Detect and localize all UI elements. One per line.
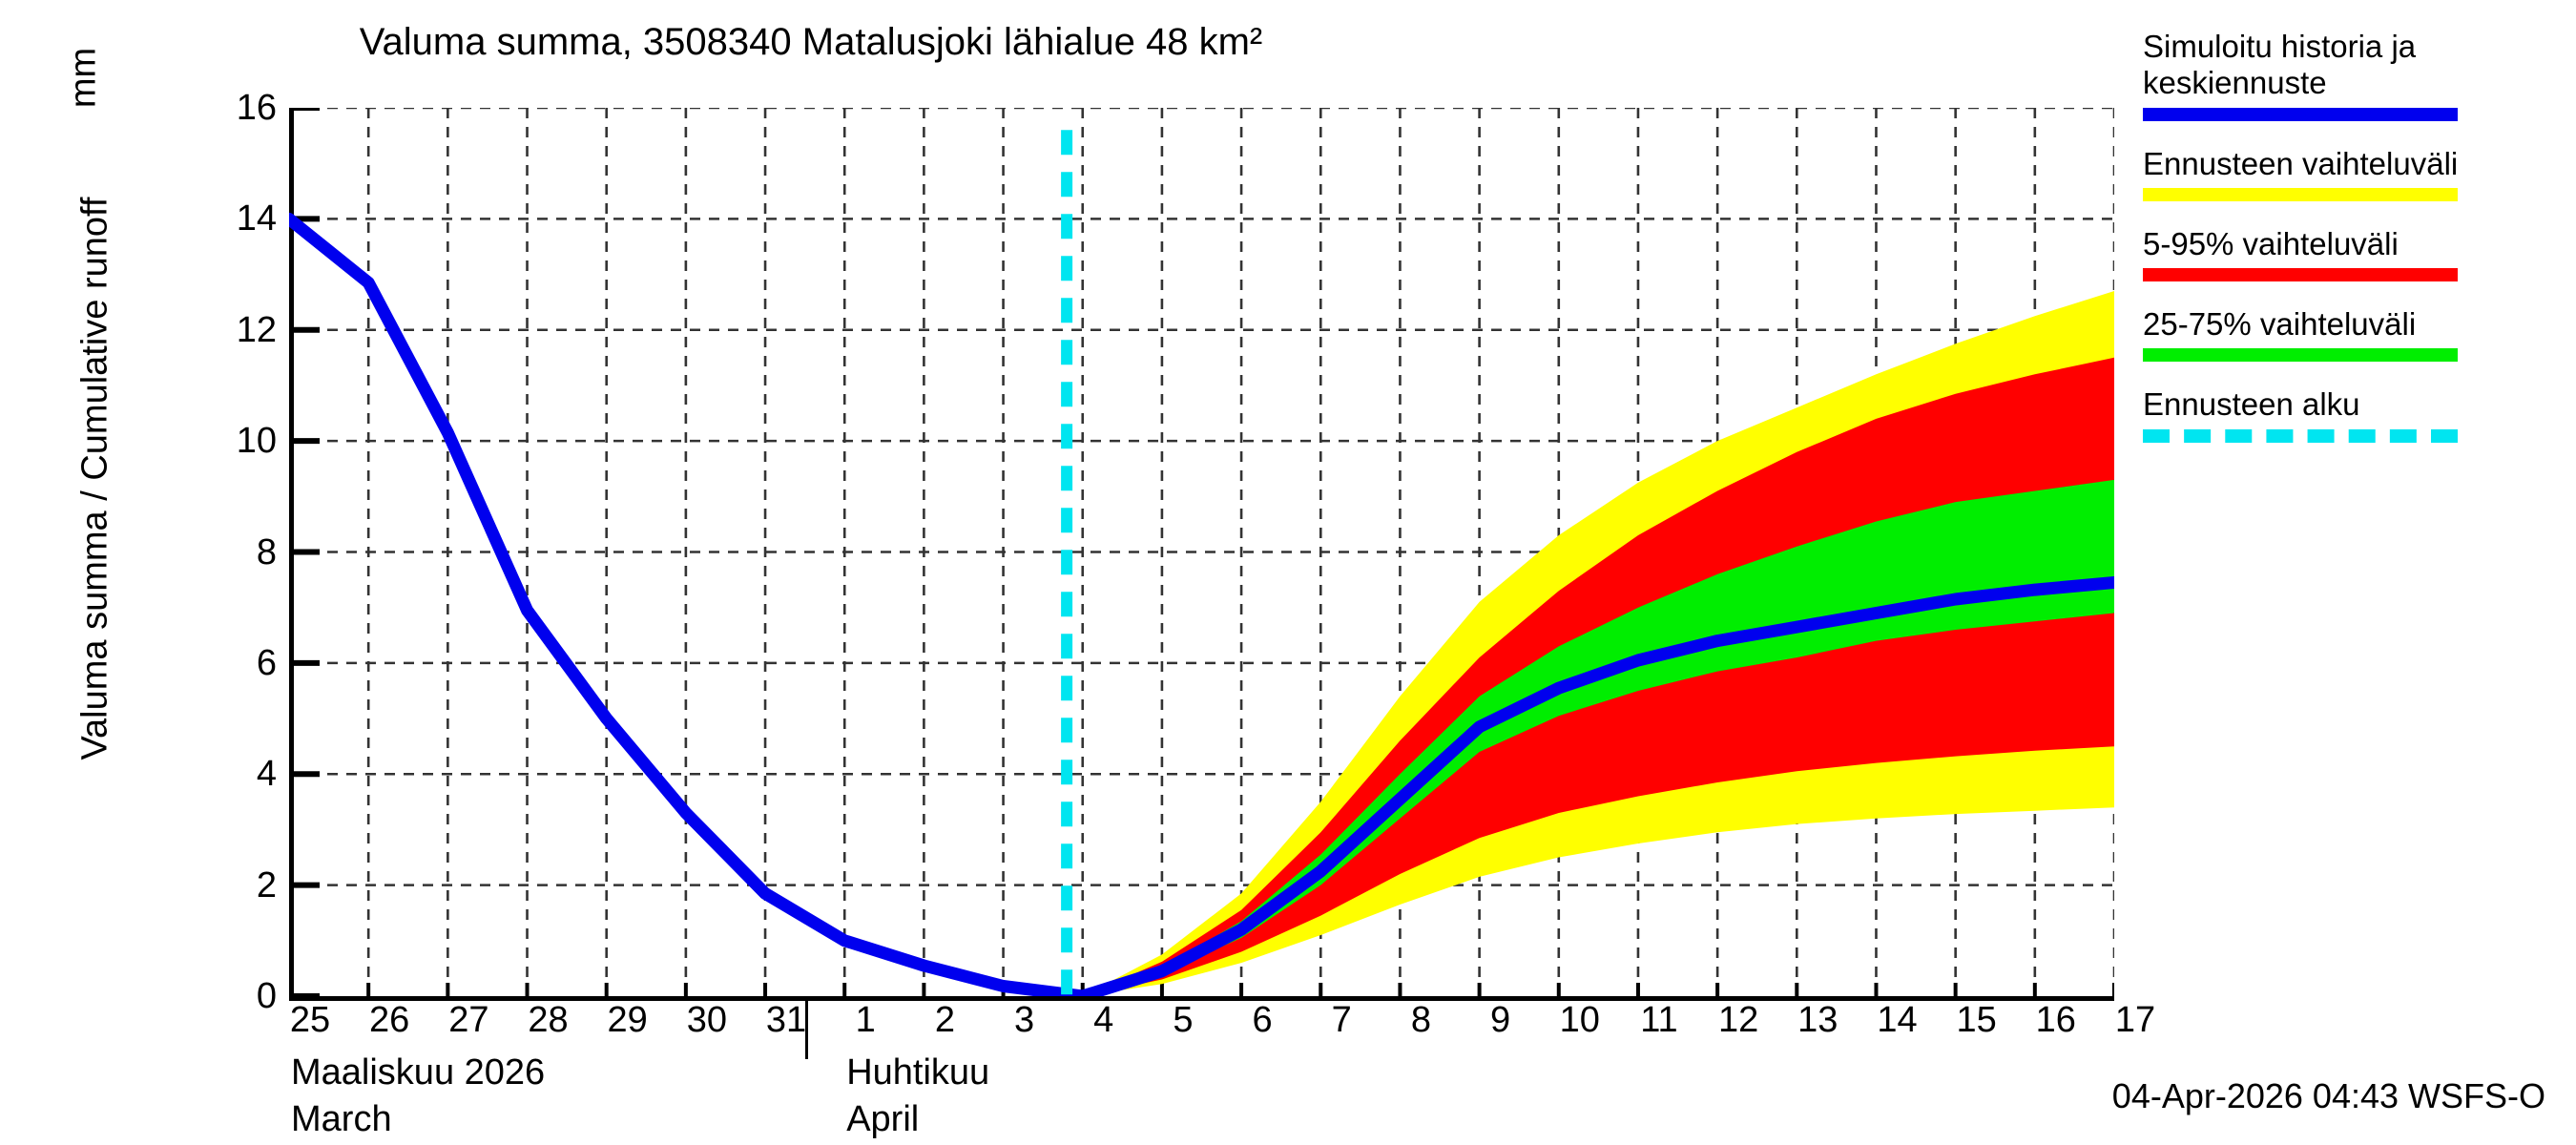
y-axis-ticks: 16 14 12 10 8 6 4 2 0: [143, 0, 277, 1145]
x-tick-label: 26: [369, 1000, 410, 1040]
x-tick-label: 4: [1093, 1000, 1114, 1040]
month-separator: [804, 996, 808, 1059]
month-label-en: March: [291, 1098, 392, 1139]
month-label-group: Huhtikuu April: [846, 1050, 989, 1142]
x-tick-label: 11: [1640, 1000, 1678, 1040]
y-tick-label: 0: [256, 976, 277, 1016]
month-label-fi: Maaliskuu 2026: [291, 1052, 546, 1093]
y-axis-label: Valuma summa / Cumulative runoff: [74, 197, 115, 760]
legend-label-simulated-history-and-mean-forecast: Simuloitu historia ja keskiennuste: [2143, 29, 2417, 101]
x-tick-label: 15: [1956, 1000, 1997, 1040]
x-axis-line: [289, 996, 2114, 1001]
legend-swatch-forecast-range: [2143, 187, 2458, 201]
chart-title: Valuma summa, 3508340 Matalusjoki lähial…: [359, 21, 1263, 63]
legend-swatch-simulated-history-and-mean-forecast: [2143, 107, 2458, 121]
band-25-75: [1082, 479, 2114, 996]
y-tick-label: 8: [256, 531, 277, 572]
chart-legend: Simuloitu historia ja keskiennuste Ennust…: [2143, 29, 2563, 468]
x-tick-label: 25: [289, 1000, 331, 1040]
x-tick-label: 27: [448, 1000, 489, 1040]
x-tick-label: 9: [1490, 1000, 1511, 1040]
plot-area: [289, 108, 2114, 1001]
y-tick-label: 16: [236, 88, 277, 128]
x-tick-label: 16: [2035, 1000, 2076, 1040]
x-tick-label: 5: [1173, 1000, 1194, 1040]
month-label-en: April: [846, 1098, 920, 1139]
x-tick-label: 29: [607, 1000, 648, 1040]
footer-timestamp: 04-Apr-2026 04:43 WSFS-O: [2111, 1076, 2545, 1115]
legend-swatch-range-5-95: [2143, 268, 2458, 282]
month-label-fi: Huhtikuu: [846, 1052, 990, 1093]
y-tick-label: 14: [236, 198, 277, 239]
forecast-bands: [1082, 291, 2114, 996]
x-tick-label: 30: [686, 1000, 727, 1040]
mean-forecast-line: [289, 212, 2114, 996]
x-tick-label: 2: [934, 1000, 955, 1040]
x-tick-label: 28: [528, 1000, 569, 1040]
legend-label-forecast-range: Ennusteen vaihteluväli: [2143, 145, 2459, 181]
legend-swatch-forecast-start: [2143, 428, 2458, 443]
x-tick-label: 6: [1252, 1000, 1273, 1040]
chart-canvas: [289, 108, 2114, 996]
legend-label-range-25-75: 25-75% vaihteluväli: [2143, 306, 2417, 343]
x-tick-label: 8: [1410, 1000, 1431, 1040]
legend-label-range-5-95: 5-95% vaihteluväli: [2143, 225, 2399, 261]
x-tick-label: 3: [1013, 1000, 1035, 1040]
month-label-group: Maaliskuu 2026 March: [291, 1050, 545, 1142]
x-tick-label: 17: [2114, 1000, 2156, 1040]
x-tick-label: 10: [1559, 1000, 1600, 1040]
y-tick-label: 10: [236, 421, 277, 462]
legend-label-forecast-start: Ennusteen alku: [2143, 386, 2360, 423]
legend-swatch-range-25-75: [2143, 348, 2458, 363]
y-tick-label: 4: [256, 754, 277, 795]
x-tick-label: 13: [1797, 1000, 1839, 1040]
x-tick-label: 7: [1331, 1000, 1352, 1040]
y-tick-label: 2: [256, 864, 277, 906]
x-tick-label: 1: [855, 1000, 876, 1040]
y-tick-label: 12: [236, 309, 277, 350]
x-tick-label: 31: [765, 1000, 807, 1040]
x-tick-label: 12: [1717, 1000, 1759, 1040]
y-tick-label: 6: [256, 642, 277, 683]
x-tick-label: 14: [1877, 1000, 1918, 1040]
